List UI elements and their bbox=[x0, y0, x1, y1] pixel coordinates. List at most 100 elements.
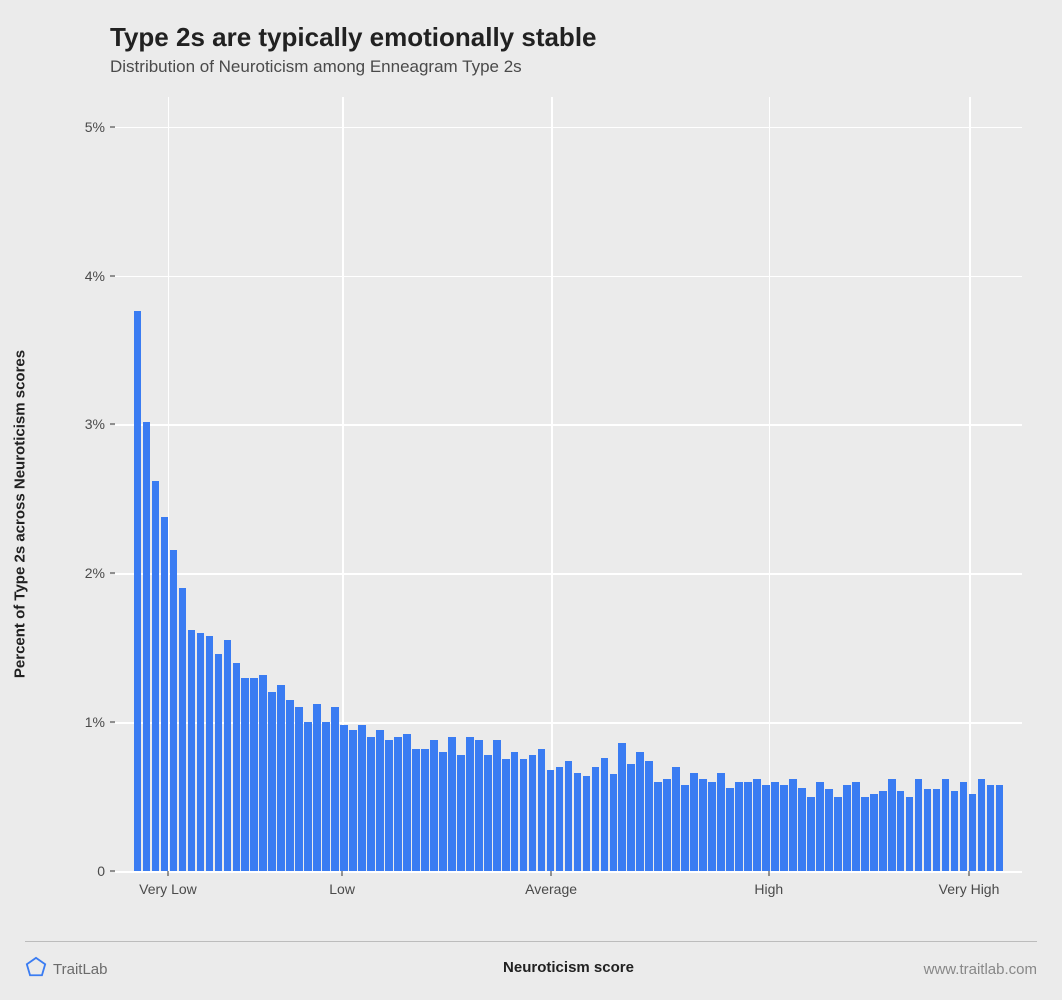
chart-title: Type 2s are typically emotionally stable bbox=[110, 22, 1062, 53]
histogram-bar bbox=[295, 707, 303, 871]
x-tick-label: Very Low bbox=[139, 871, 197, 897]
histogram-bar bbox=[933, 789, 941, 871]
y-tick-label: 4% bbox=[85, 268, 115, 284]
histogram-bar bbox=[645, 761, 653, 871]
histogram-bar bbox=[439, 752, 447, 871]
histogram-bar bbox=[340, 725, 348, 871]
histogram-bar bbox=[735, 782, 743, 871]
histogram-bar bbox=[942, 779, 950, 871]
histogram-bar bbox=[807, 797, 815, 871]
histogram-bar bbox=[627, 764, 635, 871]
histogram-bar bbox=[870, 794, 878, 871]
footer-url: www.traitlab.com bbox=[924, 961, 1037, 978]
histogram-bar bbox=[789, 779, 797, 871]
y-tick-label: 2% bbox=[85, 565, 115, 581]
histogram-bar bbox=[143, 422, 151, 872]
histogram-bar bbox=[843, 785, 851, 871]
histogram-bar bbox=[322, 722, 330, 871]
histogram-bar bbox=[250, 678, 258, 872]
histogram-bar bbox=[960, 782, 968, 871]
histogram-bar bbox=[969, 794, 977, 871]
chart-subtitle: Distribution of Neuroticism among Enneag… bbox=[110, 57, 1062, 77]
histogram-bar bbox=[672, 767, 680, 871]
histogram-bar bbox=[879, 791, 887, 871]
histogram-bar bbox=[134, 311, 142, 871]
brand-name: TraitLab bbox=[53, 961, 107, 978]
histogram-bar bbox=[385, 740, 393, 871]
histogram-bar bbox=[699, 779, 707, 871]
histogram-bar bbox=[861, 797, 869, 871]
histogram-bar bbox=[663, 779, 671, 871]
histogram-bar bbox=[197, 633, 205, 871]
histogram-bar bbox=[825, 789, 833, 871]
histogram-bar bbox=[179, 588, 187, 871]
brand: TraitLab bbox=[25, 956, 107, 982]
histogram-bar bbox=[834, 797, 842, 871]
histogram-bar bbox=[574, 773, 582, 871]
chart-header: Type 2s are typically emotionally stable… bbox=[0, 0, 1062, 77]
y-tick-label: 3% bbox=[85, 416, 115, 432]
histogram-bar bbox=[484, 755, 492, 871]
histogram-bar bbox=[233, 663, 241, 871]
histogram-bar bbox=[762, 785, 770, 871]
histogram-bar bbox=[259, 675, 267, 871]
histogram-bar bbox=[412, 749, 420, 871]
histogram-bar bbox=[618, 743, 626, 871]
histogram-bar bbox=[681, 785, 689, 871]
histogram-bar bbox=[654, 782, 662, 871]
histogram-bar bbox=[726, 788, 734, 871]
histogram-bar bbox=[367, 737, 375, 871]
histogram-bar bbox=[170, 550, 178, 872]
histogram-bar bbox=[403, 734, 411, 871]
histogram-bar bbox=[421, 749, 429, 871]
histogram-bar bbox=[466, 737, 474, 871]
histogram-bar bbox=[394, 737, 402, 871]
y-tick-label: 0 bbox=[97, 863, 115, 879]
histogram-bar bbox=[331, 707, 339, 871]
histogram-bar bbox=[358, 725, 366, 871]
brand-logo-icon bbox=[25, 956, 47, 982]
histogram-bar bbox=[161, 517, 169, 871]
histogram-bar bbox=[520, 759, 528, 871]
histogram-bar bbox=[951, 791, 959, 871]
y-tick-label: 1% bbox=[85, 714, 115, 730]
x-tick-label: High bbox=[754, 871, 783, 897]
histogram-bar bbox=[556, 767, 564, 871]
histogram-bar bbox=[538, 749, 546, 871]
histogram-bar bbox=[313, 704, 321, 871]
x-axis-title: Neuroticism score bbox=[503, 959, 634, 976]
histogram-bar bbox=[690, 773, 698, 871]
histogram-bar bbox=[511, 752, 519, 871]
x-tick-label: Average bbox=[525, 871, 577, 897]
histogram-bar bbox=[592, 767, 600, 871]
histogram-bar bbox=[717, 773, 725, 871]
histogram-bar bbox=[583, 776, 591, 871]
histogram-bar bbox=[906, 797, 914, 871]
histogram-bar bbox=[708, 782, 716, 871]
histogram-bar bbox=[493, 740, 501, 871]
x-tick-label: Low bbox=[329, 871, 355, 897]
histogram-bar bbox=[547, 770, 555, 871]
histogram-bar bbox=[565, 761, 573, 871]
histogram-bar bbox=[152, 481, 160, 871]
histogram-bar bbox=[601, 758, 609, 871]
histogram-bar bbox=[816, 782, 824, 871]
histogram-bar bbox=[753, 779, 761, 871]
histogram-bar bbox=[277, 685, 285, 871]
x-tick-label: Very High bbox=[939, 871, 1000, 897]
histogram-bar bbox=[286, 700, 294, 871]
histogram-bar bbox=[268, 692, 276, 871]
histogram-bar bbox=[978, 779, 986, 871]
y-tick-label: 5% bbox=[85, 119, 115, 135]
histogram-bar bbox=[215, 654, 223, 871]
y-axis-title: Percent of Type 2s across Neuroticism sc… bbox=[12, 350, 29, 678]
plot-wrapper: Percent of Type 2s across Neuroticism sc… bbox=[40, 97, 1022, 931]
histogram-bar bbox=[888, 779, 896, 871]
histogram-bar bbox=[448, 737, 456, 871]
histogram-bar bbox=[304, 722, 312, 871]
histogram-bar bbox=[430, 740, 438, 871]
histogram-bar bbox=[987, 785, 995, 871]
histogram-bar bbox=[780, 785, 788, 871]
histogram-bar bbox=[241, 678, 249, 872]
histogram-bar bbox=[915, 779, 923, 871]
